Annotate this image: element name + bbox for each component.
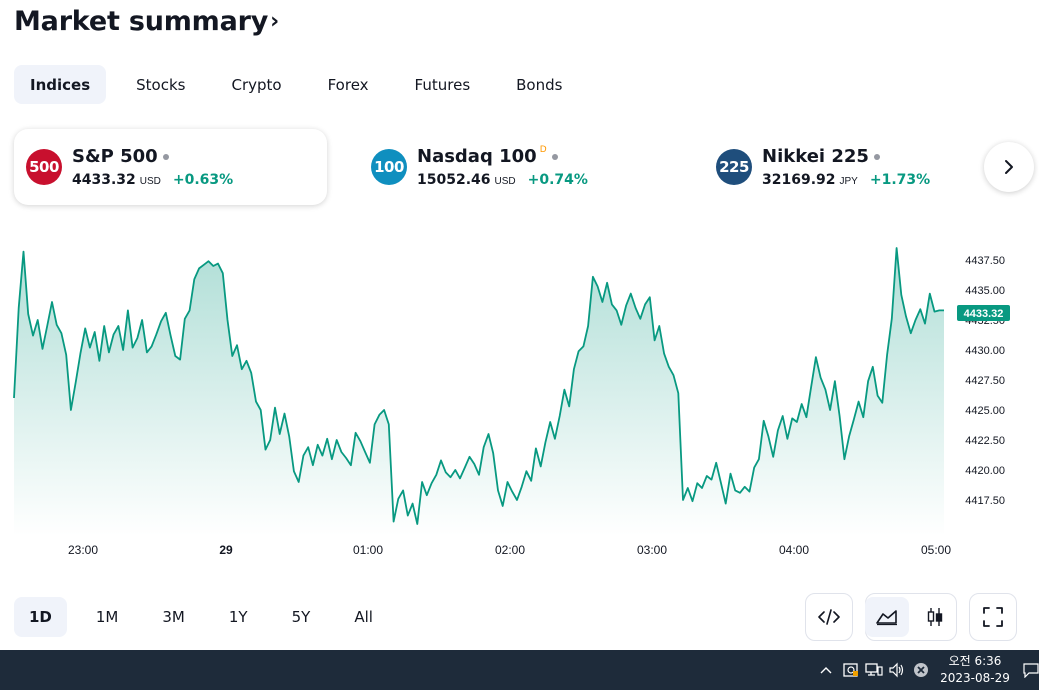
nasdaq100-badge-icon: 100 [371, 149, 407, 185]
card-name: S&P 500 [72, 146, 158, 167]
y-tick-label: 4417.50 [965, 495, 1005, 507]
market-status-dot-icon [162, 153, 169, 160]
next-cards-button[interactable] [984, 142, 1034, 192]
x-tick-label: 03:00 [637, 543, 667, 557]
card-nasdaq100[interactable]: 100 Nasdaq 100 D 15052.46 USD +0.74% [359, 129, 672, 205]
candles-style-button[interactable] [913, 597, 957, 637]
y-tick-label: 4430.00 [965, 345, 1005, 357]
tab-bonds[interactable]: Bonds [516, 75, 563, 94]
range-1y[interactable]: 1Y [228, 608, 248, 626]
chevron-right-icon [1005, 160, 1013, 174]
market-status-dot-icon [873, 153, 880, 160]
card-price: 32169.92 [762, 172, 836, 188]
nikkei225-badge-icon: 225 [716, 149, 752, 185]
market-status-dot-icon [551, 153, 558, 160]
category-tabs: Indices Stocks Crypto Forex Futures Bond… [14, 65, 592, 104]
clock-date: 2023-08-29 [940, 671, 1010, 685]
y-tick-label: 4425.00 [965, 405, 1005, 417]
card-price: 15052.46 [417, 172, 491, 188]
range-3m[interactable]: 3M [162, 608, 185, 626]
sp500-badge-icon: 500 [26, 149, 62, 185]
tab-indices[interactable]: Indices [14, 65, 107, 104]
y-tick-label: 4420.00 [965, 465, 1005, 477]
card-currency: USD [139, 176, 161, 187]
title-text: Market summary [14, 6, 269, 37]
card-change: +0.63% [172, 172, 234, 188]
fullscreen-button[interactable] [969, 593, 1017, 641]
y-tick-label: 4435.00 [965, 285, 1005, 297]
tray-app-icon[interactable] [841, 650, 861, 690]
tab-futures[interactable]: Futures [414, 75, 471, 94]
card-price: 4433.32 [72, 172, 136, 188]
y-tick-label: 4422.50 [965, 435, 1005, 447]
card-change: +1.73% [869, 172, 931, 188]
price-line [13, 247, 944, 525]
tab-forex[interactable]: Forex [327, 75, 369, 94]
y-tick-label: 4427.50 [965, 375, 1005, 387]
x-tick-label: 04:00 [779, 543, 809, 557]
x-tick-label: 29 [219, 543, 233, 557]
card-name: Nasdaq 100 [417, 146, 537, 167]
x-tick-label: 01:00 [353, 543, 383, 557]
embed-button[interactable] [805, 593, 853, 641]
delayed-tag: D [539, 144, 547, 155]
last-price-value: 4433.32 [964, 308, 1004, 320]
clock-time: 오전 6:36 [948, 654, 1002, 668]
range-1d[interactable]: 1D [14, 597, 67, 637]
fullscreen-icon [983, 607, 1003, 627]
card-name: Nikkei 225 [762, 146, 869, 167]
candlestick-icon [927, 608, 943, 626]
notification-icon[interactable] [1022, 650, 1039, 690]
x-tick-label: 02:00 [495, 543, 525, 557]
index-cards: 500 S&P 500 4433.32 USD +0.63% 100 Nasda… [14, 129, 1039, 205]
range-1m[interactable]: 1M [95, 608, 119, 626]
last-price-label: 4433.32 [957, 305, 1010, 321]
card-sp500[interactable]: 500 S&P 500 4433.32 USD +0.63% [14, 129, 327, 205]
area-chart-icon [876, 610, 897, 626]
area-style-button[interactable] [865, 597, 909, 637]
card-change: +0.74% [527, 172, 588, 188]
x-tick-label: 23:00 [68, 543, 98, 557]
card-currency: USD [494, 176, 516, 187]
page-title[interactable]: Market summary › [14, 6, 279, 37]
network-icon[interactable] [864, 650, 884, 690]
tab-stocks[interactable]: Stocks [136, 75, 186, 94]
card-currency: JPY [839, 176, 858, 187]
x-tick-label: 05:00 [921, 543, 951, 557]
windows-taskbar: 오전 6:36 2023-08-29 [0, 650, 1039, 690]
y-tick-label: 4437.50 [965, 255, 1005, 267]
price-chart[interactable]: 4437.504435.004432.504430.004427.504425.… [0, 236, 1039, 566]
code-icon [818, 609, 840, 625]
tab-crypto[interactable]: Crypto [231, 75, 282, 94]
chart-style-toggle [865, 593, 957, 641]
range-selector: 1D 1M 3M 1Y 5Y All [14, 597, 402, 637]
card-nikkei225[interactable]: 225 Nikkei 225 32169.92 JPY +1.73% [704, 129, 1017, 205]
range-5y[interactable]: 5Y [291, 608, 311, 626]
show-hidden-icons-chevron-up-icon[interactable] [818, 650, 834, 690]
range-all[interactable]: All [354, 608, 373, 626]
price-area-fill [14, 248, 944, 536]
ime-off-icon[interactable] [911, 650, 931, 690]
volume-icon[interactable] [887, 650, 907, 690]
taskbar-clock[interactable]: 오전 6:36 2023-08-29 [936, 653, 1014, 687]
chevron-right-icon: › [270, 9, 280, 34]
